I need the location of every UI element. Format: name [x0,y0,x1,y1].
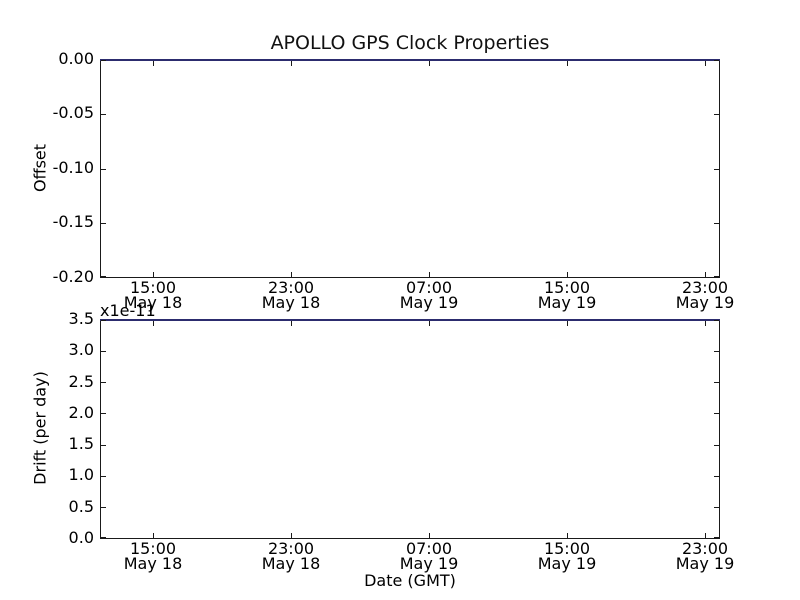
y-tick-mark [714,351,719,353]
x-tick-mark [153,272,154,277]
drift-data-line [100,319,720,321]
y-tick-label: 0.5 [68,497,94,516]
y-tick-label: 3.5 [68,309,94,328]
x-tick-mark [429,533,430,538]
x-tick-mark [429,321,430,326]
y-tick-mark [714,382,719,384]
x-tick-mark [567,321,568,326]
y-tick-mark [714,222,719,224]
x-tick-label: 15:00 May 19 [537,278,597,312]
y-tick-mark [101,276,106,277]
y-tick-label: 2.0 [68,403,94,422]
x-tick-mark [567,272,568,277]
x-tick-mark [153,321,154,326]
y-axis-multiplier: x1e-11 [100,301,156,320]
x-tick-mark [705,61,706,66]
y-tick-label: -0.05 [52,103,94,122]
y-tick-label: 3.0 [68,340,94,359]
y-tick-mark [714,537,719,538]
x-tick-mark [705,533,706,538]
y-tick-mark [101,382,106,384]
x-tick-label: 15:00 May 19 [537,539,597,573]
y-tick-mark [714,413,719,415]
y-tick-label: -0.10 [52,158,94,177]
y-tick-mark [714,168,719,170]
offset-axis-label: Offset [30,143,50,193]
y-tick-mark [714,276,719,277]
y-tick-label: 1.5 [68,434,94,453]
drift-axis-label: Drift (per day) [30,371,50,485]
x-tick-label: 23:00 May 18 [261,278,321,312]
x-tick-mark [429,61,430,66]
x-tick-mark [153,533,154,538]
y-tick-mark [101,60,106,61]
x-tick-mark [291,272,292,277]
y-tick-mark [101,506,106,508]
y-tick-mark [714,114,719,116]
y-tick-mark [714,60,719,61]
x-tick-mark [705,272,706,277]
x-axis-label: Date (GMT) [364,571,456,590]
y-tick-mark [714,320,719,321]
x-tick-label: 23:00 May 19 [675,278,735,312]
y-tick-label: 0.00 [58,49,94,68]
offset-plot-area [100,59,720,278]
y-tick-mark [714,475,719,477]
offset-data-line [100,59,720,61]
x-tick-label: 23:00 May 18 [261,539,321,573]
y-tick-label: 0.0 [68,528,94,547]
y-tick-label: 1.0 [68,465,94,484]
x-tick-label: 23:00 May 19 [675,539,735,573]
chart-title: APOLLO GPS Clock Properties [270,32,550,54]
x-tick-mark [705,321,706,326]
x-tick-mark [291,61,292,66]
y-tick-label: 2.5 [68,372,94,391]
x-tick-mark [429,272,430,277]
y-tick-mark [714,506,719,508]
x-tick-mark [291,321,292,326]
x-tick-label: 07:00 May 19 [399,539,459,573]
y-tick-mark [101,222,106,224]
y-tick-mark [101,413,106,415]
y-tick-mark [101,444,106,446]
x-tick-mark [567,61,568,66]
x-tick-label: 15:00 May 18 [123,539,183,573]
y-tick-label: -0.15 [52,212,94,231]
y-tick-mark [101,320,106,321]
x-tick-label: 15:00 May 18 [123,278,183,312]
y-tick-mark [101,114,106,116]
x-tick-mark [291,533,292,538]
y-tick-mark [101,351,106,353]
y-tick-mark [101,475,106,477]
y-tick-mark [101,168,106,170]
y-tick-mark [101,537,106,538]
x-tick-mark [153,61,154,66]
y-tick-label: -0.20 [52,267,94,286]
x-tick-label: 07:00 May 19 [399,278,459,312]
drift-plot-area [100,319,720,539]
x-tick-mark [567,533,568,538]
y-tick-mark [714,444,719,446]
